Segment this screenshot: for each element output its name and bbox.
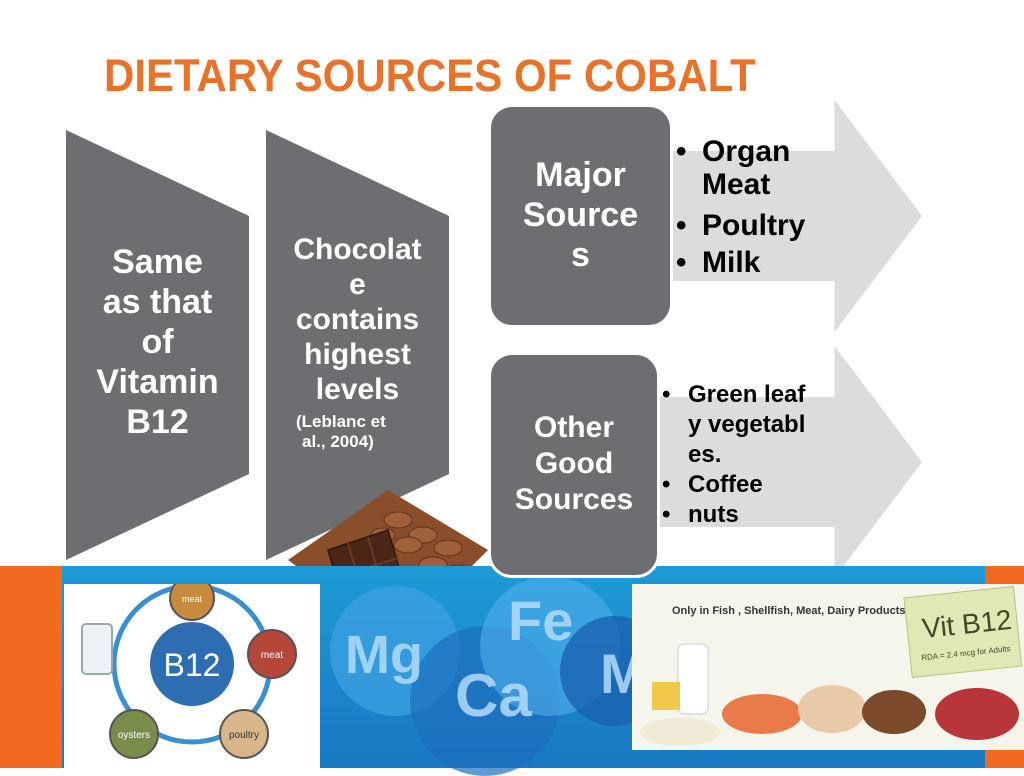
label-line: Other: [533, 411, 614, 444]
major-sources-list: Organ Meat Poultry Milk: [676, 135, 836, 279]
other-sources-box: [488, 352, 660, 578]
wheel-segment-label: meat: [182, 594, 203, 604]
list-item: Milk: [676, 246, 836, 279]
label-line: s: [571, 236, 590, 274]
vit-b12-foods-image: Only in Fish , Shellfish, Meat, Dairy Pr…: [632, 584, 1024, 750]
list-item: nuts: [662, 500, 812, 530]
wheel-segment-label: poultry: [229, 730, 259, 741]
list-item: Organ Meat: [676, 135, 836, 201]
chevron-line: e: [349, 268, 366, 301]
list-item-text: Coffee: [688, 471, 763, 498]
b12-center-label: B12: [164, 647, 221, 683]
label-line: Sources: [514, 483, 634, 516]
list-item-text: nuts: [688, 501, 739, 528]
chevron-line: of: [141, 323, 174, 361]
chevron-citation: (Leblanc et al., 2004): [296, 412, 426, 452]
other-sources-list: Green leafy vegetables. Coffee nuts: [662, 380, 812, 530]
chevron-line: levels: [315, 373, 400, 406]
chevron-line: Vitamin: [96, 363, 219, 401]
decorative-band-orange: [0, 566, 62, 768]
chevron-line: as that: [102, 283, 213, 321]
major-sources-label: Major Source s: [488, 155, 673, 275]
wheel-segment-label: oysters: [118, 730, 150, 741]
list-item-text: Organ Meat: [702, 135, 791, 201]
list-item-text: Green leafy vegetables.: [688, 381, 806, 468]
citation-line: (Leblanc et: [296, 412, 386, 431]
major-sources-box: [488, 104, 673, 328]
list-item-text: Milk: [702, 246, 761, 279]
label-line: Source: [522, 196, 639, 234]
chevron-line: Same: [112, 243, 203, 281]
bubble-label: Mg: [345, 625, 423, 685]
list-item: Poultry: [676, 209, 836, 242]
bubble-label: Fe: [508, 589, 574, 652]
b12-sources-image: B12 meat meat poultry oysters: [64, 584, 320, 768]
other-sources-label: Other Good Sources: [488, 410, 660, 518]
chevron-chocolate-text: Chocolat e contains highest levels: [266, 232, 449, 407]
bubble-label: Ca: [455, 662, 532, 729]
list-item-text: Poultry: [702, 209, 806, 242]
foods-caption: Only in Fish , Shellfish, Meat, Dairy Pr…: [672, 605, 906, 617]
list-item: Coffee: [662, 470, 812, 500]
chevron-vitamin-b12-text: Same as that of Vitamin B12: [66, 242, 249, 442]
vit-b12-foods-graphic: Only in Fish , Shellfish, Meat, Dairy Pr…: [632, 584, 1024, 750]
chevron-line: Chocolat: [293, 233, 422, 266]
chevron-line: highest: [304, 338, 411, 371]
b12-wheel-graphic: B12 meat meat poultry oysters: [81, 584, 297, 759]
chevron-line: contains: [295, 303, 420, 336]
citation-line: al., 2004): [302, 432, 374, 451]
wheel-segment-label: meat: [261, 650, 283, 661]
label-line: Good: [534, 447, 614, 480]
label-line: Major: [535, 156, 626, 194]
list-item: Green leafy vegetables.: [662, 380, 816, 470]
chevron-line: B12: [126, 403, 189, 441]
slide-title: DIETARY SOURCES OF COBALT: [104, 50, 756, 101]
